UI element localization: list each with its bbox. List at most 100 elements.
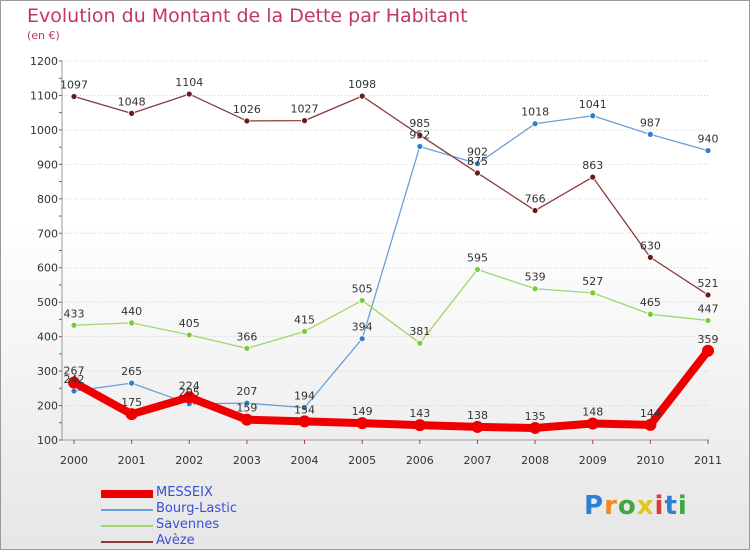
data-point <box>586 417 599 430</box>
data-label: 1041 <box>579 98 607 111</box>
data-label: 1018 <box>521 106 549 119</box>
x-tick-label: 2007 <box>463 454 491 467</box>
data-label: 987 <box>640 116 661 129</box>
data-label: 175 <box>121 396 142 409</box>
data-label: 381 <box>409 325 430 338</box>
data-point <box>646 310 654 318</box>
legend-swatch <box>101 509 153 511</box>
data-label: 447 <box>698 302 719 315</box>
data-label: 527 <box>582 275 603 288</box>
x-tick-label: 2003 <box>233 454 261 467</box>
legend-label: Bourg-Lastic <box>156 501 238 516</box>
series-line-messeix <box>70 346 712 432</box>
proxiti-logo: Proxiti <box>584 491 688 521</box>
y-tick-label: 800 <box>37 193 58 206</box>
data-point <box>298 415 311 428</box>
data-point <box>358 92 366 100</box>
x-tick-label: 2004 <box>291 454 319 467</box>
data-point <box>531 285 539 293</box>
data-label: 415 <box>294 313 315 326</box>
data-point <box>646 130 654 138</box>
data-label: 595 <box>467 251 488 264</box>
legend-swatch <box>101 541 153 543</box>
legend-swatch <box>101 490 153 498</box>
data-point <box>358 335 366 343</box>
data-label: 148 <box>582 405 603 418</box>
legend-swatch <box>101 525 153 527</box>
data-point <box>128 379 136 387</box>
y-tick-label: 1000 <box>30 124 58 137</box>
data-label: 433 <box>64 307 85 320</box>
data-label: 224 <box>179 379 200 392</box>
data-label: 1104 <box>175 76 203 89</box>
data-point <box>128 109 136 117</box>
data-label: 505 <box>352 282 373 295</box>
data-label: 521 <box>698 277 719 290</box>
data-label: 205 <box>179 386 200 399</box>
data-label: 875 <box>467 155 488 168</box>
x-tick-label: 2010 <box>636 454 664 467</box>
y-tick-label: 400 <box>37 331 58 344</box>
y-tick-label: 100 <box>37 434 58 447</box>
data-point <box>185 90 193 98</box>
data-label: 144 <box>640 407 661 420</box>
data-point <box>474 169 481 177</box>
x-tick-label: 2006 <box>406 454 434 467</box>
data-point <box>413 419 426 432</box>
series-line-avèze <box>73 93 709 296</box>
data-point <box>531 207 539 214</box>
data-label: 394 <box>352 321 373 334</box>
x-tick-label: 2005 <box>348 454 376 467</box>
data-label: 985 <box>409 117 430 130</box>
data-label: 242 <box>64 373 85 386</box>
data-point <box>529 421 542 434</box>
y-tick-label: 700 <box>37 227 58 240</box>
data-label: 135 <box>525 410 546 423</box>
data-point <box>243 399 251 407</box>
y-tick-label: 1100 <box>30 89 58 102</box>
data-point <box>358 297 366 304</box>
data-label: 539 <box>525 271 546 284</box>
data-point <box>646 253 654 261</box>
data-point <box>240 413 253 426</box>
y-tick-label: 500 <box>37 296 58 309</box>
data-point <box>644 418 657 431</box>
data-point <box>474 160 481 168</box>
data-label: 940 <box>698 133 719 146</box>
data-point <box>70 321 78 329</box>
data-label: 405 <box>179 317 200 330</box>
chart-title: Evolution du Montant de la Dette par Hab… <box>27 5 468 27</box>
x-tick-label: 2000 <box>60 454 88 467</box>
data-point <box>125 408 138 421</box>
data-label: 366 <box>236 330 257 343</box>
y-tick-label: 300 <box>37 365 58 378</box>
x-tick-label: 2002 <box>175 454 203 467</box>
data-point <box>531 120 539 128</box>
data-label: 359 <box>698 333 719 346</box>
y-tick-label: 200 <box>37 400 58 413</box>
data-point <box>183 391 196 404</box>
series-line-savennes <box>73 268 709 350</box>
legend-label: Savennes <box>156 517 220 532</box>
x-tick-label: 2008 <box>521 454 549 467</box>
data-point <box>589 112 597 120</box>
data-point <box>416 339 424 347</box>
data-point <box>70 93 78 100</box>
series-line-bourg-lastic <box>73 115 709 409</box>
y-tick-label: 900 <box>37 158 58 171</box>
data-label: 766 <box>525 193 546 206</box>
legend-label: MESSEIX <box>156 485 213 500</box>
data-point <box>356 417 369 430</box>
data-point <box>243 344 251 352</box>
data-label: 1026 <box>233 103 261 116</box>
data-point <box>301 404 308 412</box>
data-point <box>704 147 712 154</box>
data-label: 863 <box>582 159 603 172</box>
data-point <box>589 289 597 297</box>
data-point <box>471 420 484 433</box>
data-label: 465 <box>640 296 661 309</box>
data-point <box>702 344 714 357</box>
data-label: 159 <box>236 402 257 415</box>
data-label: 138 <box>467 409 488 422</box>
